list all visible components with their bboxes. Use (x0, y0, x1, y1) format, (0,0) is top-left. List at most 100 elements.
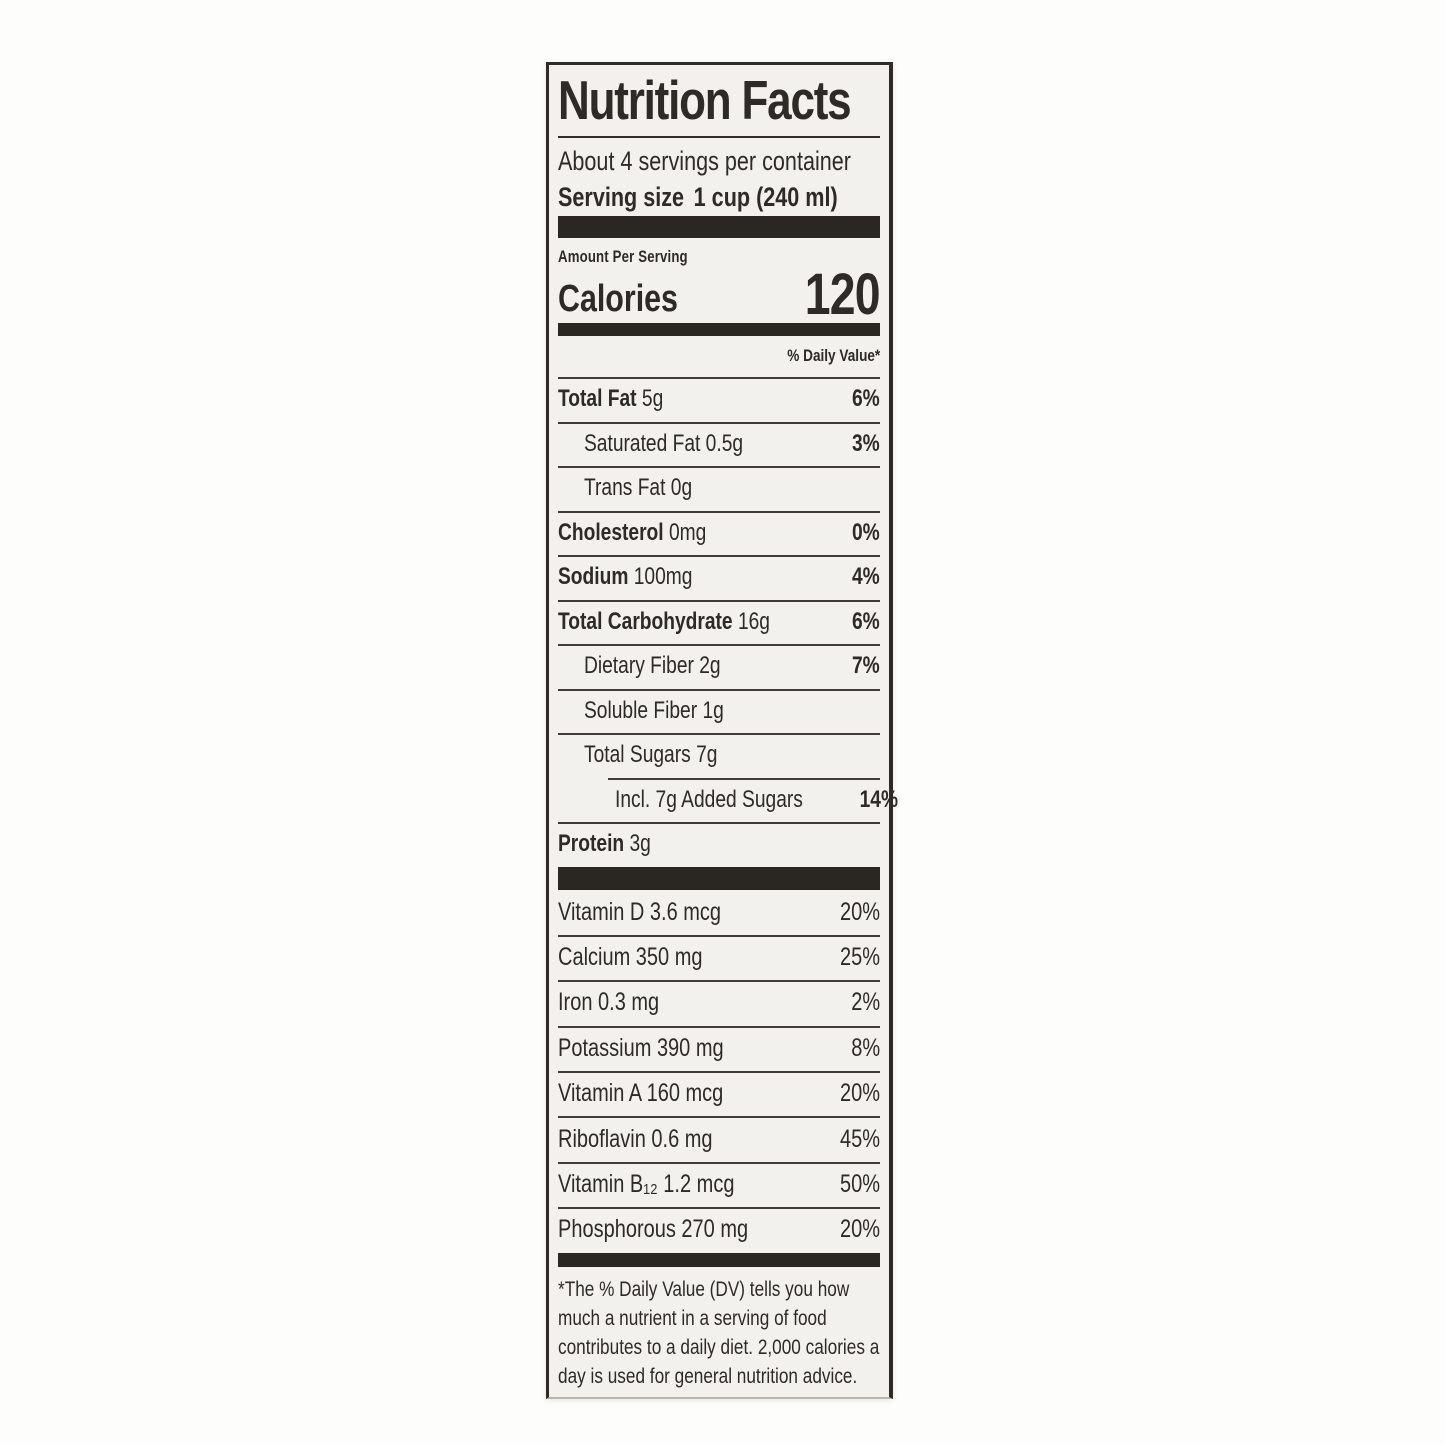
nutrient-row: Total Sugars 7g (558, 733, 880, 778)
daily-value-percent: 20% (839, 1215, 880, 1244)
vitamin-row-text: Calcium 350 mg (558, 943, 703, 972)
vitamin-row-text: Riboflavin 0.6 mg (558, 1125, 713, 1154)
nutrient-row-text: Trans Fat 0g (584, 474, 692, 502)
nutrient-amount: 7g (696, 741, 718, 769)
vitamin-name: Vitamin B₁₂ (558, 1170, 658, 1199)
serving-size-value: 1 cup (240 ml) (693, 182, 838, 212)
nutrient-amount: 1g (702, 696, 724, 724)
daily-value-header: % Daily Value* (787, 346, 880, 365)
nutrient-row: Total Carbohydrate 16g 6% (558, 599, 880, 645)
vitamin-row: Vitamin A 160 mcg 20% (558, 1071, 880, 1116)
nutrient-amount: 3g (629, 830, 651, 858)
daily-value-percent: 45% (839, 1124, 880, 1153)
nutrient-amount: 2g (699, 652, 721, 680)
vitamin-row-text: Vitamin D 3.6 mcg (558, 898, 721, 927)
nutrient-name: Soluble Fiber (584, 696, 698, 724)
vitamin-name: Vitamin A (558, 1079, 642, 1108)
amount-per-serving-label: Amount Per Serving (558, 248, 688, 266)
daily-value-percent: 2% (851, 988, 880, 1017)
nutrient-row-text: Dietary Fiber 2g (584, 652, 721, 680)
vitamin-amount: 1.2 mcg (663, 1170, 735, 1199)
nutrient-row: Saturated Fat 0.5g 3% (558, 421, 880, 467)
thick-divider-top (558, 216, 880, 238)
vitamin-rows: Vitamin D 3.6 mcg 20% Calcium 350 mg 25% Iro… (558, 890, 880, 1253)
nutrient-name: Dietary Fiber (584, 652, 694, 680)
vitamin-row: Calcium 350 mg 25% (558, 934, 880, 980)
nutrient-row: Protein 3g (558, 822, 880, 867)
nutrient-name: Total Carbohydrate (558, 607, 733, 635)
vitamin-amount: 0.6 mg (651, 1124, 713, 1153)
vitamin-row-text: Vitamin A 160 mcg (558, 1079, 723, 1108)
nutrition-facts-label: Nutrition Facts About 4 servings per con… (546, 62, 898, 1399)
nutrient-row: Cholesterol 0mg 0% (558, 510, 880, 556)
nutrient-row: Total Fat 5g 6% (558, 377, 880, 422)
daily-value-percent: 14% (859, 785, 898, 813)
nutrient-row: Trans Fat 0g (558, 466, 880, 511)
nutrient-amount: 0g (670, 474, 693, 502)
vitamin-row: Potassium 390 mg 8% (558, 1025, 880, 1071)
vitamin-amount: 160 mcg (646, 1079, 724, 1108)
nutrient-amount: 0.5g (705, 429, 744, 457)
vitamin-name: Phosphorous (558, 1215, 676, 1244)
nutrient-row-text: Sodium 100mg (558, 563, 692, 591)
servings-per-container: About 4 servings per container (558, 146, 851, 176)
nutrient-row-text: Incl. 7g Added Sugars (615, 786, 803, 814)
calories-value: 120 (804, 262, 881, 327)
daily-value-percent: 0% (852, 518, 880, 546)
daily-value-percent: 6% (852, 607, 880, 635)
footnote-text: *The % Daily Value (DV) tells you how mu… (558, 1276, 880, 1388)
nutrient-row-text: Cholesterol 0mg (558, 519, 706, 547)
vitamin-row-text: Potassium 390 mg (558, 1034, 724, 1063)
vitamin-name: Calcium (558, 943, 631, 972)
nutrient-name: Protein (558, 830, 625, 858)
nutrient-name: Incl. 7g Added Sugars (615, 785, 803, 813)
vitamin-row-text: Iron 0.3 mg (558, 988, 659, 1017)
vitamin-name: Potassium (558, 1033, 652, 1062)
vitamin-row: Riboflavin 0.6 mg 45% (558, 1116, 880, 1161)
nutrient-rows: Total Fat 5g 6% Saturated Fat 0.5g 3% Trans … (558, 377, 898, 867)
serving-size-row: Serving size 1 cup (240 ml) (558, 179, 880, 216)
nutrient-name: Cholesterol (558, 518, 664, 546)
vitamin-name: Iron (558, 988, 593, 1017)
medium-divider-footnote (558, 1252, 880, 1267)
nutrient-row: Incl. 7g Added Sugars 14% (558, 777, 898, 823)
daily-value-percent: 6% (852, 385, 880, 413)
nutrient-row: Sodium 100mg 4% (558, 555, 880, 600)
nutrient-row-text: Total Carbohydrate 16g (558, 608, 770, 636)
vitamin-amount: 350 mg (635, 943, 703, 972)
nutrient-amount: 5g (641, 385, 664, 413)
vitamin-row: Vitamin D 3.6 mcg 20% (558, 890, 880, 935)
nutrient-row: Dietary Fiber 2g 7% (558, 644, 880, 689)
nutrient-amount: 100mg (633, 563, 693, 591)
nutrient-name: Sodium (558, 563, 629, 591)
nutrient-name: Saturated Fat (584, 429, 701, 457)
nutrient-row-text: Total Sugars 7g (584, 741, 717, 769)
vitamin-row: Phosphorous 270 mg 20% (558, 1207, 880, 1252)
vitamin-row: Vitamin B₁₂ 1.2 mcg 50% (558, 1161, 880, 1207)
vitamin-row-text: Vitamin B₁₂ 1.2 mcg (558, 1170, 734, 1199)
nutrition-title-text: Nutrition Facts (558, 69, 852, 131)
nutrition-title: Nutrition Facts (558, 65, 880, 135)
nutrient-row-text: Total Fat 5g (558, 385, 663, 413)
vitamin-amount: 390 mg (656, 1033, 724, 1062)
calories-row: Calories 120 (558, 262, 881, 327)
daily-value-percent: 20% (839, 1079, 880, 1108)
nutrient-name: Total Fat (558, 385, 637, 413)
medium-divider-calories (558, 323, 880, 336)
nutrient-amount: 0mg (668, 518, 707, 546)
daily-value-percent: 20% (839, 897, 880, 926)
vitamin-row-text: Phosphorous 270 mg (558, 1215, 748, 1244)
daily-value-percent: 25% (839, 943, 880, 972)
thick-divider-protein (558, 866, 880, 890)
nutrient-name: Total Sugars (584, 741, 691, 769)
title-separator (558, 136, 880, 138)
nutrient-row-text: Protein 3g (558, 830, 651, 858)
nutrient-name: Trans Fat (584, 474, 666, 502)
nutrient-amount: 16g (737, 607, 770, 635)
vitamin-name: Riboflavin (558, 1124, 646, 1153)
nutrient-row-text: Soluble Fiber 1g (584, 697, 724, 725)
serving-size-label: Serving size (558, 182, 685, 212)
vitamin-amount: 0.3 mg (598, 988, 660, 1017)
vitamin-amount: 3.6 mcg (649, 897, 722, 926)
